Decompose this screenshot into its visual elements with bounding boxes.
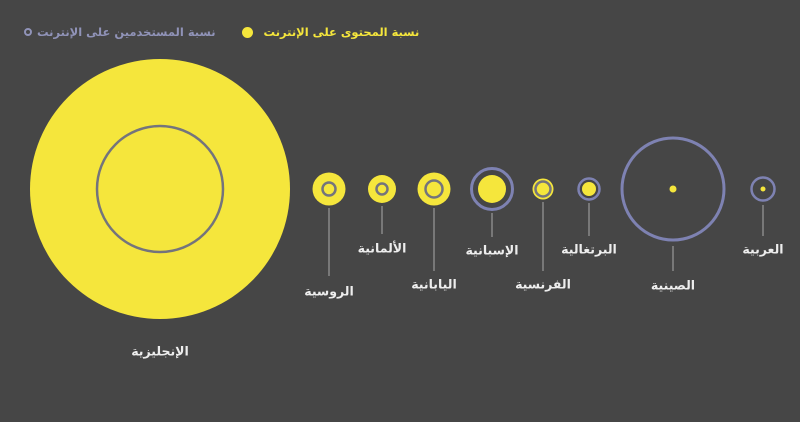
content-bubble-russian [312, 172, 346, 206]
content-legend-dot-icon [241, 26, 253, 38]
language-label-english: الإنجليزية [131, 344, 189, 359]
users-legend-ring-icon [24, 28, 32, 36]
users-ring-french [534, 180, 552, 198]
users-ring-chinese [620, 136, 726, 242]
language-group-chinese: الصينية [620, 136, 726, 293]
language-label-arabic: العربية [742, 242, 783, 257]
language-group-portuguese: البرتغالية [561, 177, 617, 257]
language-label-portuguese: البرتغالية [561, 242, 617, 257]
language-group-spanish: الإسبانية [465, 167, 519, 258]
content-bubble-english [30, 59, 290, 319]
language-group-english: الإنجليزية [30, 59, 290, 359]
language-label-russian: الروسية [304, 284, 354, 299]
content-bubble-spanish [478, 175, 506, 203]
language-group-arabic: العربية [742, 176, 784, 257]
users-ring-japanese [424, 179, 444, 199]
language-label-german: الألمانية [358, 241, 407, 256]
language-label-japanese: اليابانية [411, 277, 457, 292]
users-ring-spanish [470, 167, 514, 211]
language-label-french: الفرنسية [515, 277, 571, 292]
language-label-chinese: الصينية [651, 278, 695, 293]
users-ring-russian [321, 181, 337, 197]
users-ring-german [375, 182, 389, 196]
content-bubble-portuguese [582, 182, 596, 196]
content-bubble-chinese [669, 185, 677, 193]
legend: نسبة المستخدمين على الإنترنت نسبة المحتو… [24, 24, 419, 40]
language-group-japanese: اليابانية [411, 172, 457, 292]
language-group-german: الألمانية [358, 175, 407, 256]
content-legend-label: نسبة المحتوى على الإنترنت [263, 25, 420, 39]
content-bubble-arabic [760, 186, 766, 192]
language-label-spanish: الإسبانية [465, 243, 518, 258]
users-ring-portuguese [577, 177, 601, 201]
language-group-french: الفرنسية [515, 178, 571, 292]
users-ring-english [95, 124, 225, 254]
content-bubble-japanese [417, 172, 451, 206]
language-group-russian: الروسية [304, 172, 354, 299]
content-bubble-german [368, 175, 396, 203]
users-ring-arabic [750, 176, 776, 202]
users-legend-label: نسبة المستخدمين على الإنترنت [37, 25, 216, 39]
